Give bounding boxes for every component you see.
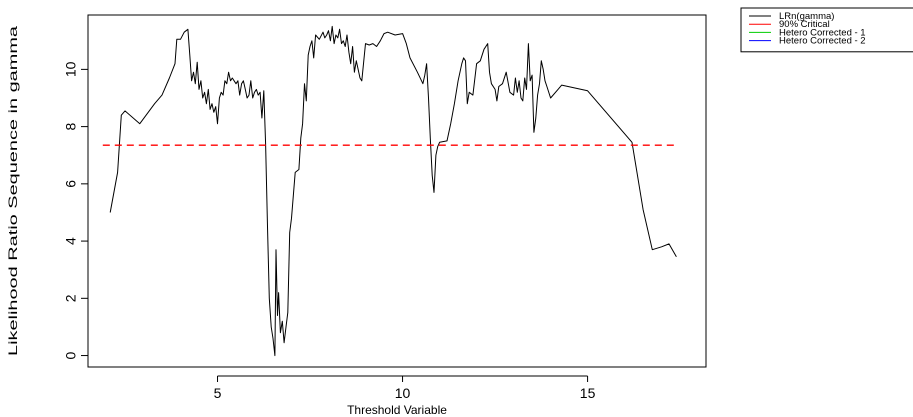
y-tick-label: 0 — [63, 351, 79, 359]
plot-frame — [87, 14, 707, 368]
x-tick-label: 10 — [395, 385, 411, 401]
y-tick-label: 8 — [63, 123, 79, 131]
y-tick-label: 2 — [63, 294, 79, 302]
y-tick-label: 10 — [63, 61, 79, 77]
legend-label: Hetero Corrected - 1 — [779, 27, 866, 38]
x-tick-label: 5 — [214, 385, 222, 401]
legend-box — [740, 7, 913, 53]
x-tick-label: 15 — [580, 385, 596, 401]
legend-label: 90% Critical — [779, 19, 830, 30]
y-axis: 0 2 4 6 8 10 — [63, 61, 88, 359]
y-tick-label: 4 — [63, 237, 79, 245]
lrn-gamma-line — [109, 25, 677, 357]
legend-label: LRn(gamma) — [779, 11, 834, 22]
x-axis-title: Threshold Variable — [347, 403, 447, 417]
x-axis: 5 10 15 — [214, 375, 596, 401]
y-tick-label: 6 — [63, 180, 79, 188]
y-axis-title: Likelihood Ratio Sequence in gamma — [6, 25, 20, 356]
series-layer — [102, 25, 679, 357]
legend-label: Hetero Corrected - 2 — [779, 36, 866, 47]
